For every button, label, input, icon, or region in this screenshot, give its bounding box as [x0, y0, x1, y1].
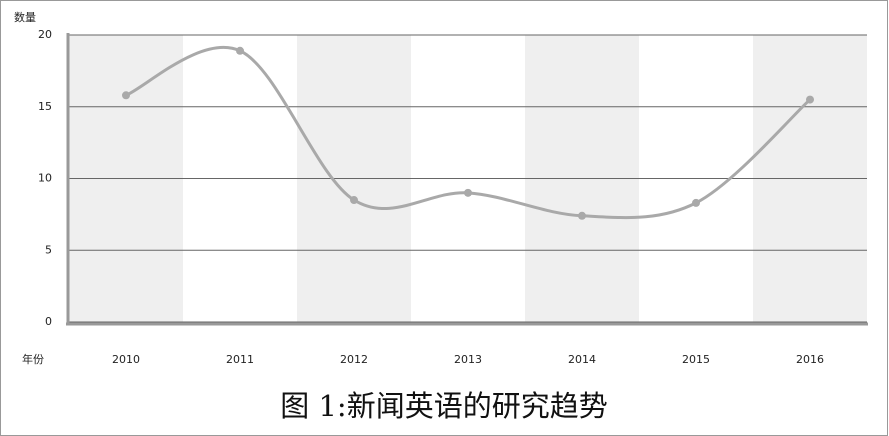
x-tick-label: 2015	[682, 353, 710, 366]
y-tick-label: 20	[38, 28, 52, 41]
point	[464, 188, 472, 197]
point	[236, 46, 244, 55]
point	[350, 196, 358, 205]
x-tick-label: 2016	[796, 353, 824, 366]
x-tick-label: 2011	[226, 353, 254, 366]
y-tick-label: 5	[45, 243, 52, 256]
point	[122, 91, 130, 100]
y-tick-label: 0	[45, 315, 52, 328]
grid	[69, 34, 867, 323]
x-axis-label: 年份	[22, 352, 44, 366]
chart-title: 图 1:新闻英语的研究趋势	[280, 389, 607, 423]
x-tick-label: 2013	[454, 353, 482, 366]
y-tick-label: 10	[38, 172, 52, 185]
y-axis-label: 数量	[14, 11, 36, 24]
x-tick-label: 2014	[568, 353, 596, 366]
point	[692, 198, 700, 207]
point	[578, 211, 586, 220]
y-tick-label: 15	[38, 100, 52, 113]
x-tick-label: 2010	[112, 353, 140, 366]
point	[806, 95, 814, 104]
x-tick-label: 2012	[340, 353, 368, 366]
